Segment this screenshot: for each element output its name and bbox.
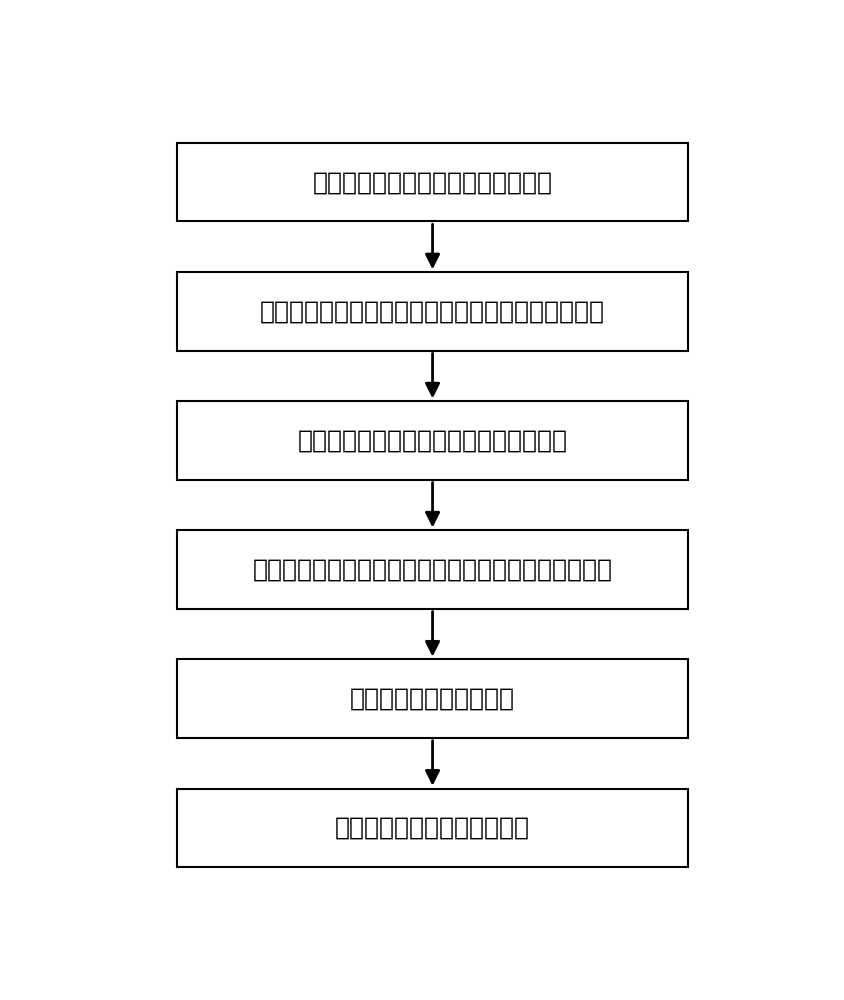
- Text: 确定运营维护阶段消耗能源的碳排放系数: 确定运营维护阶段消耗能源的碳排放系数: [298, 428, 567, 452]
- FancyBboxPatch shape: [177, 401, 688, 480]
- FancyBboxPatch shape: [177, 143, 688, 221]
- FancyBboxPatch shape: [177, 272, 688, 351]
- Text: 确定拆除废弃阶段施工工艺和废弃物运输的碳排放系数: 确定拆除废弃阶段施工工艺和废弃物运输的碳排放系数: [252, 558, 613, 582]
- Text: 确定建筑材料生产的二氧化碳强度值: 确定建筑材料生产的二氧化碳强度值: [312, 170, 553, 194]
- FancyBboxPatch shape: [177, 789, 688, 867]
- Text: 汇总计算建筑碳排放总量: 汇总计算建筑碳排放总量: [350, 687, 515, 711]
- Text: 计算单位面积指标和人均指标: 计算单位面积指标和人均指标: [335, 816, 530, 840]
- FancyBboxPatch shape: [177, 530, 688, 609]
- Text: 确定建造施工阶段材料运输和施工过程的碳排放系数: 确定建造施工阶段材料运输和施工过程的碳排放系数: [260, 299, 605, 323]
- FancyBboxPatch shape: [177, 659, 688, 738]
